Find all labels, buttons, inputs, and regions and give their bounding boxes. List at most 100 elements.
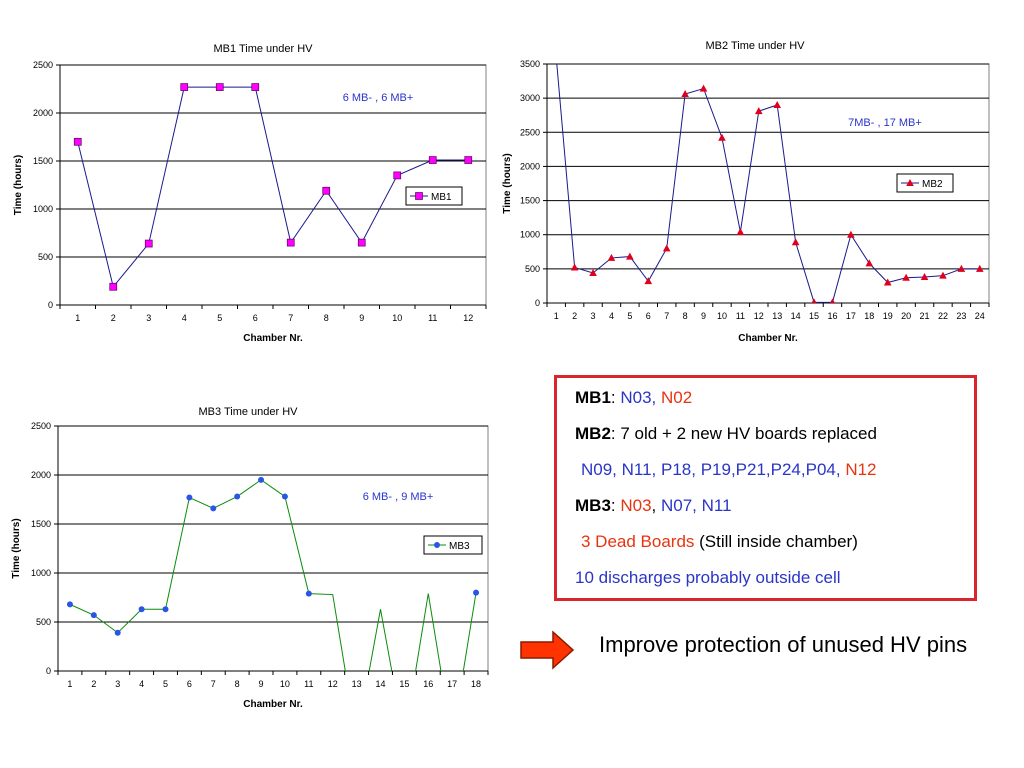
mb1-data-point bbox=[428, 156, 437, 164]
mb2-y-tick-label: 0 bbox=[535, 298, 540, 308]
info-dead-boards-rest: (Still inside chamber) bbox=[694, 532, 858, 551]
info-mb2-label: MB2 bbox=[575, 424, 611, 443]
mb2-data-point bbox=[718, 133, 726, 141]
mb3-x-tick-label: 16 bbox=[423, 679, 433, 689]
mb3-annotation: 6 MB- , 9 MB+ bbox=[363, 491, 434, 503]
mb2-data-point bbox=[736, 227, 745, 235]
mb3-x-tick-label: 2 bbox=[91, 679, 96, 689]
info-mb3-red: N03 bbox=[620, 496, 652, 515]
mb2-data-point bbox=[662, 244, 671, 252]
info-mb2-rest: : 7 old + 2 new HV boards replaced bbox=[610, 424, 877, 443]
info-dead-boards-red: 3 Dead Boards bbox=[581, 532, 695, 551]
mb1-data-point bbox=[109, 282, 118, 291]
mb2-x-tick-label: 3 bbox=[591, 311, 596, 321]
mb2-chart-title: MB2 Time under HV bbox=[705, 40, 805, 52]
mb2-y-tick-label: 2000 bbox=[520, 161, 540, 171]
mb3-data-point bbox=[162, 606, 169, 613]
right-arrow-icon bbox=[520, 630, 575, 670]
mb2-data-point bbox=[644, 277, 653, 285]
mb1-data-point bbox=[215, 83, 224, 91]
mb1-x-tick-label: 6 bbox=[253, 313, 258, 323]
mb1-legend bbox=[405, 186, 463, 206]
mb2-x-tick-label: 12 bbox=[754, 311, 764, 321]
mb3-x-tick-label: 14 bbox=[375, 679, 385, 689]
mb1-x-tick-label: 5 bbox=[217, 313, 222, 323]
mb1-y-tick-label: 1500 bbox=[33, 156, 53, 166]
mb2-x-tick-label: 1 bbox=[554, 311, 559, 321]
mb3-x-tick-label: 18 bbox=[471, 679, 481, 689]
mb3-data-point bbox=[305, 590, 312, 597]
mb3-legend-marker bbox=[434, 542, 440, 548]
mb2-data-point bbox=[699, 84, 708, 92]
mb3-y-tick-label: 500 bbox=[36, 617, 51, 627]
info-mb2-boards-blue: N09, N11, P18, P19,P21,P24,P04, bbox=[581, 460, 846, 479]
mb2-x-tick-label: 15 bbox=[809, 311, 819, 321]
info-mb3-sep: : bbox=[610, 496, 621, 515]
mb3-x-tick-label: 7 bbox=[211, 679, 216, 689]
mb1-x-tick-label: 9 bbox=[359, 313, 364, 323]
mb3-x-tick-label: 13 bbox=[352, 679, 362, 689]
info-line-mb2-boards: N09, N11, P18, P19,P21,P24,P04, N12 bbox=[581, 460, 877, 480]
mb3-plot-area bbox=[57, 425, 489, 672]
mb3-data-point bbox=[258, 476, 265, 483]
mb1-x-tick-label: 4 bbox=[182, 313, 187, 323]
mb2-y-axis-label: Time (hours) bbox=[502, 153, 513, 213]
mb1-x-tick-label: 3 bbox=[146, 313, 151, 323]
mb3-x-tick-label: 11 bbox=[304, 679, 313, 689]
mb2-annotation: 7MB- , 17 MB+ bbox=[848, 117, 922, 129]
mb1-chart: 0 500 1000 1500 2000 2500 1 2 3 4 5 6 7 8 9 10 11 12 MB1 T… bbox=[0, 30, 500, 350]
mb1-chart-title: MB1 Time under HV bbox=[213, 43, 313, 55]
mb3-y-axis-label: Time (hours) bbox=[11, 518, 22, 578]
mb2-x-tick-label: 7 bbox=[664, 311, 669, 321]
mb1-data-point bbox=[286, 238, 295, 247]
mb2-legend-label: MB2 bbox=[922, 179, 943, 190]
info-line-mb3: MB3: N03, N07, N11 bbox=[575, 496, 732, 516]
mb2-x-tick-label: 10 bbox=[717, 311, 727, 321]
info-mb3-comma: , bbox=[651, 496, 661, 515]
mb1-data-point bbox=[464, 156, 473, 164]
mb1-x-tick-label: 11 bbox=[428, 313, 437, 323]
mb3-data-point bbox=[210, 505, 217, 512]
mb3-legend-label: MB3 bbox=[449, 541, 470, 552]
mb3-x-tick-label: 9 bbox=[259, 679, 264, 689]
mb1-data-point bbox=[393, 171, 402, 180]
mb3-data-point bbox=[90, 612, 97, 619]
mb1-data-point bbox=[180, 83, 189, 91]
mb3-y-tick-label: 2000 bbox=[31, 470, 51, 480]
mb2-data-point bbox=[791, 238, 800, 246]
mb1-legend-label: MB1 bbox=[431, 192, 452, 203]
mb1-x-tick-label: 10 bbox=[392, 313, 402, 323]
mb2-data-point bbox=[847, 230, 855, 238]
mb1-x-tick-label: 7 bbox=[288, 313, 293, 323]
conclusion-text: Improve protection of unused HV pins bbox=[599, 632, 968, 657]
mb3-y-tick-label: 1500 bbox=[31, 519, 51, 529]
mb2-chart: 0 500 1000 1500 2000 2500 3000 3500 1 2 3 4 5 6 7 8 9 10 1… bbox=[495, 28, 1005, 348]
mb3-data-point bbox=[234, 493, 241, 500]
mb2-y-tick-label: 1000 bbox=[520, 230, 540, 240]
mb2-data-point bbox=[607, 253, 616, 261]
mb1-data-point bbox=[144, 239, 153, 248]
mb2-x-tick-label: 20 bbox=[901, 311, 911, 321]
mb2-data-point bbox=[829, 298, 836, 303]
mb2-x-axis-label: Chamber Nr. bbox=[738, 333, 798, 344]
mb2-x-tick-label: 18 bbox=[864, 311, 874, 321]
mb1-plot-area bbox=[59, 64, 487, 306]
info-mb3-label: MB3 bbox=[575, 496, 611, 515]
info-mb2-boards-red: N12 bbox=[845, 460, 877, 479]
mb2-x-tick-label: 23 bbox=[956, 311, 966, 321]
mb1-x-tick-label: 1 bbox=[75, 313, 80, 323]
info-line-discharges: 10 discharges probably outside cell bbox=[575, 568, 841, 588]
mb2-legend-marker bbox=[906, 179, 914, 186]
mb2-data-point bbox=[920, 273, 929, 281]
mb2-x-tick-label: 17 bbox=[846, 311, 856, 321]
mb3-x-tick-label: 17 bbox=[447, 679, 457, 689]
info-mb1-red: N02 bbox=[661, 388, 693, 407]
info-mb3-blue: N07, N11 bbox=[661, 496, 732, 515]
mb2-x-tick-label: 5 bbox=[627, 311, 632, 321]
mb2-data-point bbox=[902, 273, 910, 281]
mb2-data-point bbox=[883, 278, 892, 286]
mb2-data-point bbox=[773, 100, 782, 108]
mb2-data-point bbox=[589, 268, 597, 276]
